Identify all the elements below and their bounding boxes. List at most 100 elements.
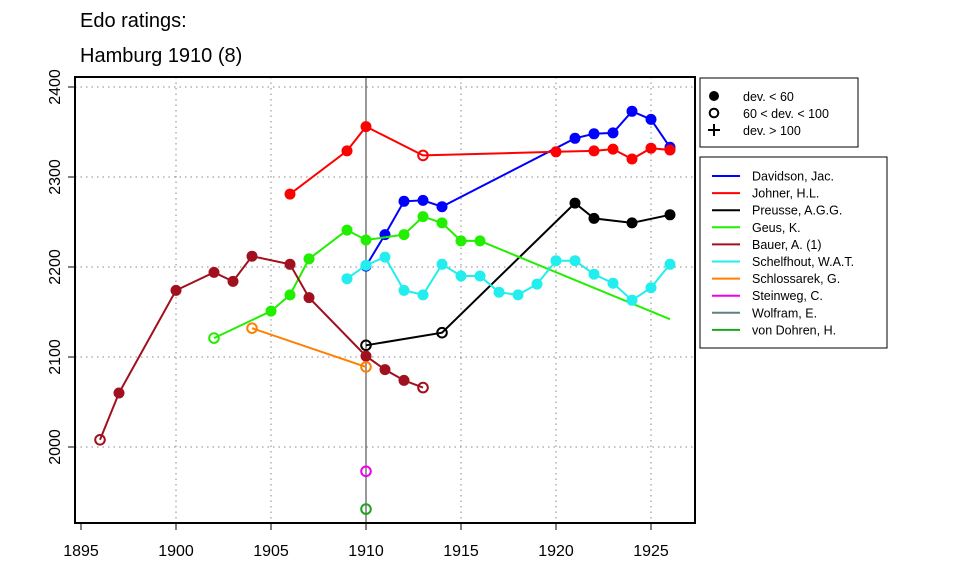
series-davidson-jac-: [360, 105, 676, 272]
legend-label: Davidson, Jac.: [752, 170, 834, 184]
data-point: [208, 266, 220, 278]
data-point: [607, 277, 619, 289]
legend-label: Steinweg, C.: [752, 289, 823, 303]
data-point: [360, 121, 372, 133]
series-geus-k-: [208, 211, 671, 344]
data-point: [303, 292, 315, 304]
data-point: [588, 212, 600, 224]
data-point: [474, 235, 486, 247]
data-point: [417, 289, 429, 301]
data-point-open: [208, 332, 220, 344]
chart-title-line-1: Edo ratings:: [80, 10, 187, 32]
y-tick-label: 2000: [47, 429, 64, 465]
data-point: [436, 217, 448, 229]
series-schlossarek-g-: [246, 322, 372, 373]
marker-legend-box: [699, 77, 859, 148]
data-point: [398, 229, 410, 241]
data-point: [569, 197, 581, 209]
series-steinweg-c-: [360, 465, 372, 478]
data-point: [284, 188, 296, 200]
series-line: [251, 327, 367, 368]
data-point: [360, 259, 372, 271]
y-tick-label: 2300: [47, 159, 64, 195]
data-point: [626, 105, 638, 117]
data-point: [569, 132, 581, 144]
data-point-open: [360, 339, 372, 352]
data-point: [626, 153, 638, 165]
chart-title-line-2: Hamburg 1910 (8): [80, 45, 242, 67]
data-point-open: [360, 361, 372, 373]
series-legend: Davidson, Jac. Johner, H.L. Preusse, A.G.G…: [699, 156, 888, 349]
data-point: [607, 127, 619, 139]
data-point: [379, 364, 391, 376]
data-point: [360, 234, 372, 246]
data-point: [436, 258, 448, 270]
series-legend-box: [699, 156, 888, 349]
data-point: [569, 255, 581, 267]
data-point: [303, 253, 315, 265]
legend-label: von Dohren, H.: [752, 323, 836, 337]
y-tick-label: 2100: [47, 339, 64, 375]
data-point: [436, 201, 448, 213]
data-point: [607, 143, 619, 155]
data-point: [417, 211, 429, 223]
data-point: [664, 144, 676, 156]
data-point: [531, 278, 543, 290]
series-johner-h-l-: [284, 121, 676, 200]
series-schelfhout-w-a-t-: [341, 251, 676, 306]
data-point-open: [436, 326, 448, 339]
data-point-open: [417, 381, 429, 394]
data-point: [379, 251, 391, 263]
data-point: [645, 142, 657, 154]
data-point: [341, 224, 353, 236]
x-tick-label: 1900: [158, 543, 194, 560]
data-point: [360, 350, 372, 362]
x-tick-label: 1920: [538, 543, 574, 560]
data-point: [474, 270, 486, 282]
legend-label: Johner, H.L.: [752, 187, 819, 201]
series-line: [346, 255, 671, 302]
data-point: [398, 195, 410, 207]
x-tick-label: 1915: [443, 543, 479, 560]
marker-legend-label: dev. < 60: [743, 90, 794, 104]
x-tick-label: 1905: [253, 543, 289, 560]
y-tick-label: 2400: [47, 69, 64, 105]
series-von-dohren-h-: [360, 503, 372, 515]
data-point: [341, 273, 353, 285]
data-point: [550, 255, 562, 267]
data-point-open: [360, 503, 372, 515]
data-point: [246, 250, 258, 262]
data-point: [227, 275, 239, 287]
legend-label: Preusse, A.G.G.: [752, 204, 842, 218]
series-line: [289, 125, 671, 195]
series-bauer-a-: [94, 250, 429, 446]
data-point: [455, 235, 467, 247]
data-point: [455, 270, 467, 282]
data-point-open: [360, 465, 372, 478]
data-point: [588, 145, 600, 157]
marker-legend-label: dev. > 100: [743, 124, 801, 138]
series-line: [365, 110, 671, 267]
legend-label: Schelfhout, W.A.T.: [752, 255, 854, 269]
data-point: [170, 284, 182, 296]
data-point-open: [417, 149, 429, 162]
series-preusse-a-g-g-: [360, 197, 676, 352]
legend-label: Schlossarek, G.: [752, 272, 840, 286]
marker-legend-label: 60 < dev. < 100: [743, 107, 829, 121]
data-point: [113, 387, 125, 399]
data-point: [493, 286, 505, 298]
data-point: [398, 374, 410, 386]
data-point: [626, 217, 638, 229]
open-circle-icon: [708, 107, 720, 119]
plot-frame: [74, 76, 696, 524]
y-tick-label: 2200: [47, 249, 64, 285]
x-tick-label: 1895: [63, 543, 99, 560]
data-point: [398, 284, 410, 296]
data-point-open: [246, 322, 258, 335]
legend-label: Wolfram, E.: [752, 306, 817, 320]
series-group: [94, 105, 676, 515]
data-point: [265, 305, 277, 317]
data-point: [664, 258, 676, 270]
series-line: [99, 255, 424, 441]
